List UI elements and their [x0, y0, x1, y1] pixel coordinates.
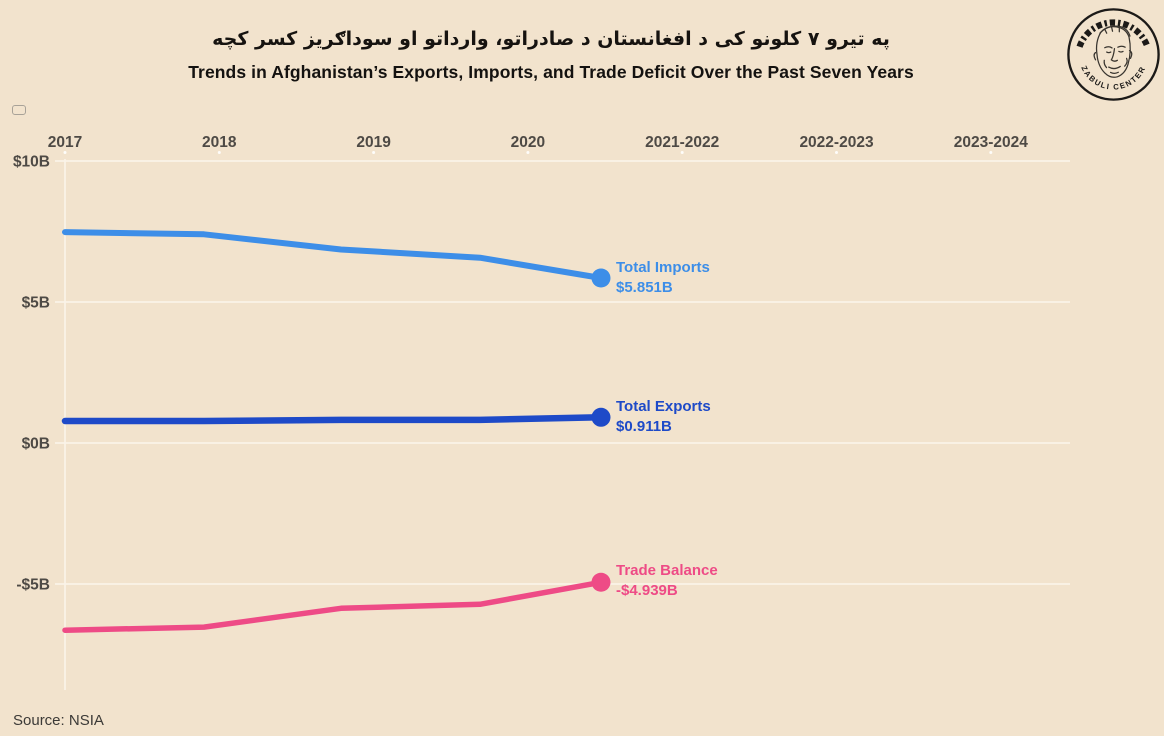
logo-outer-circle — [1067, 8, 1160, 101]
trade-balance-end-label: Trade Balance -$4.939B — [616, 561, 718, 601]
imports-line — [62, 229, 604, 281]
y-tick-label: $5B — [22, 295, 50, 312]
imports-end-label: Total Imports $5.851B — [616, 258, 710, 298]
y-tick-label: -$5B — [16, 577, 50, 594]
trade_balance-endpoint-dot[interactable] — [591, 572, 611, 592]
x-tick-mark — [989, 151, 993, 154]
imports-end-label-value: $5.851B — [616, 279, 673, 296]
x-tick-mark — [680, 151, 684, 154]
exports-end-label: Total Exports $0.911B — [616, 397, 711, 437]
chart-title-english: Trends in Afghanistan’s Exports, Imports… — [188, 62, 914, 82]
imports-endpoint-dot[interactable] — [591, 268, 611, 288]
x-tick-mark — [372, 151, 376, 154]
x-tick-label-2023-2024: 2023-2024 — [954, 134, 1029, 151]
x-tick-label-2021-2022: 2021-2022 — [645, 134, 719, 151]
trade-balance-end-label-value: -$4.939B — [616, 582, 678, 599]
zabuli-center-logo: ZABULI CENTER — [1065, 6, 1162, 103]
exports-end-label-name: Total Exports — [616, 398, 711, 415]
x-tick-mark — [835, 151, 838, 154]
x-tick-mark — [526, 151, 530, 154]
x-tick-mark — [63, 151, 67, 154]
x-tick-label-2020: 2020 — [511, 134, 545, 151]
chart-header: په تیرو ۷ کلونو کی د افغانستان د صادراتو… — [0, 26, 1102, 84]
x-tick-label-2022-2023: 2022-2023 — [799, 134, 874, 151]
trade_balance-line — [62, 579, 604, 633]
y-tick-label: $0B — [22, 436, 50, 453]
y-tick-label: $10B — [13, 154, 50, 171]
chart-title-pashto: په تیرو ۷ کلونو کی د افغانستان د صادراتو… — [212, 28, 890, 50]
x-tick-label-2017: 2017 — [48, 134, 82, 151]
logo-top-script-band — [1076, 19, 1151, 48]
source-note: Source: NSIA — [13, 712, 104, 729]
face-sketch-icon — [1093, 25, 1133, 78]
imports-end-label-name: Total Imports — [616, 259, 710, 276]
legend-checkbox[interactable] — [12, 105, 26, 115]
x-tick-label-2019: 2019 — [356, 134, 391, 151]
exports-line — [61, 414, 605, 425]
exports-endpoint-dot[interactable] — [591, 407, 611, 427]
exports-end-label-value: $0.911B — [616, 418, 672, 435]
x-tick-label-2018: 2018 — [202, 134, 237, 151]
x-tick-mark — [217, 151, 221, 154]
trade-balance-end-label-name: Trade Balance — [616, 562, 718, 579]
